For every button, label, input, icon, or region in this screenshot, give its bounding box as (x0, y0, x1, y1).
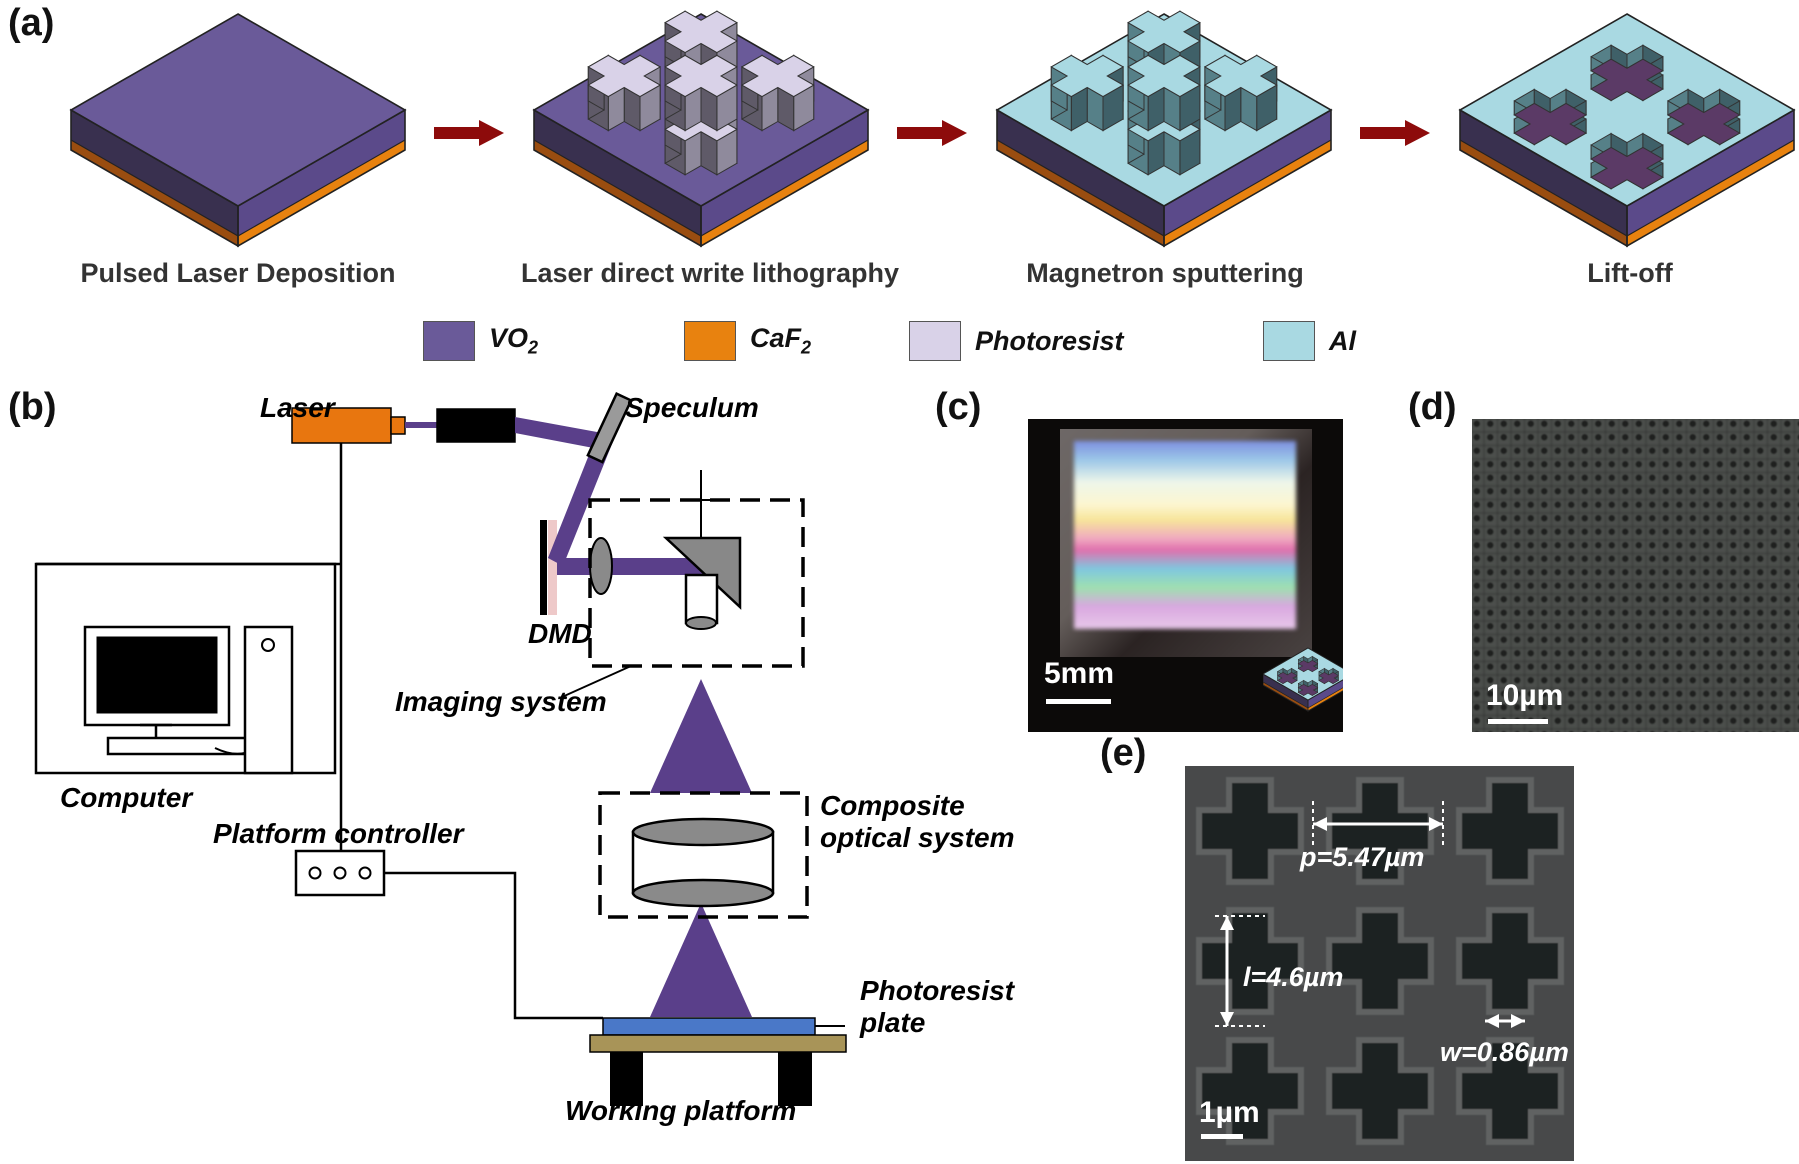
svg-text:p=5.47µm: p=5.47µm (1299, 842, 1424, 872)
svg-text:l=4.6µm: l=4.6µm (1243, 962, 1343, 992)
svg-text:w=0.86µm: w=0.86µm (1440, 1037, 1569, 1067)
